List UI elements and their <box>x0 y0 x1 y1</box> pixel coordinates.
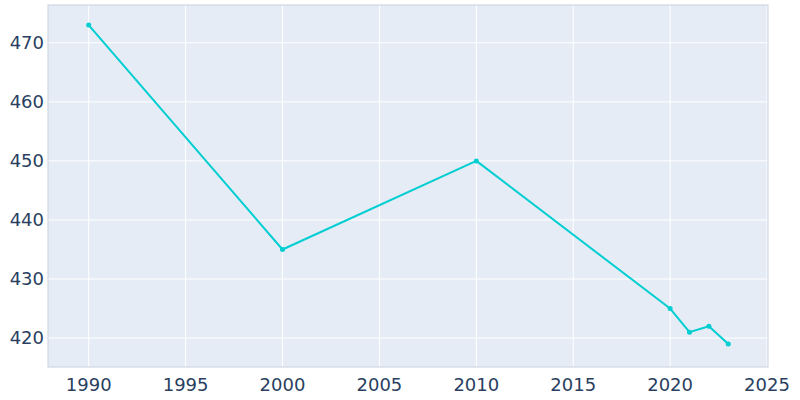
y-grid-line <box>48 219 768 220</box>
x-tick-label: 2000 <box>260 374 306 395</box>
marker <box>280 247 285 252</box>
x-grid-line <box>282 5 283 367</box>
y-tick-label: 470 <box>10 32 44 53</box>
plot-frame <box>48 5 768 367</box>
x-grid-line <box>88 5 89 367</box>
x-grid-line <box>379 5 380 367</box>
marker <box>726 341 731 346</box>
y-tick-label: 440 <box>10 209 44 230</box>
x-tick-label: 2005 <box>357 374 403 395</box>
line <box>89 25 729 344</box>
x-tick-label: 1995 <box>163 374 209 395</box>
x-tick-label: 2010 <box>453 374 499 395</box>
x-tick-label: 2025 <box>744 374 790 395</box>
x-grid-line <box>476 5 477 367</box>
y-tick-label: 460 <box>10 91 44 112</box>
y-tick-label: 420 <box>10 327 44 348</box>
x-grid-line <box>185 5 186 367</box>
marker <box>706 324 711 329</box>
y-tick-label: 430 <box>10 268 44 289</box>
y-grid-line <box>48 42 768 43</box>
y-tick-label: 450 <box>10 150 44 171</box>
chart: 1990 1995 2000 2005 2010 2015 2020 2025 420 430 44… <box>0 0 800 400</box>
marker <box>86 23 91 28</box>
y-grid-line <box>48 338 768 339</box>
data-group <box>86 23 731 347</box>
plot-background <box>48 5 768 367</box>
marker <box>687 330 692 335</box>
y-grid-line <box>48 279 768 280</box>
x-tick-label: 1990 <box>66 374 112 395</box>
x-tick-label: 2020 <box>647 374 693 395</box>
x-grid-line <box>670 5 671 367</box>
marker <box>668 306 673 311</box>
x-grid-line <box>573 5 574 367</box>
marker <box>474 158 479 163</box>
y-grid-line <box>48 160 768 161</box>
x-grid-line <box>767 5 768 367</box>
x-tick-label: 2015 <box>550 374 596 395</box>
